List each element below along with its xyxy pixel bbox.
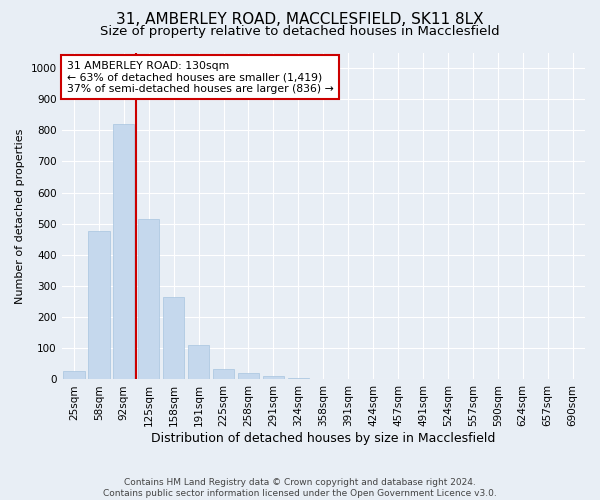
- Bar: [188, 345, 209, 380]
- Text: 31, AMBERLEY ROAD, MACCLESFIELD, SK11 8LX: 31, AMBERLEY ROAD, MACCLESFIELD, SK11 8L…: [116, 12, 484, 28]
- Text: 31 AMBERLEY ROAD: 130sqm
← 63% of detached houses are smaller (1,419)
37% of sem: 31 AMBERLEY ROAD: 130sqm ← 63% of detach…: [67, 60, 334, 94]
- Bar: [88, 230, 110, 380]
- Y-axis label: Number of detached properties: Number of detached properties: [15, 128, 25, 304]
- Bar: [138, 219, 160, 380]
- Bar: [288, 378, 309, 380]
- Text: Contains HM Land Registry data © Crown copyright and database right 2024.
Contai: Contains HM Land Registry data © Crown c…: [103, 478, 497, 498]
- X-axis label: Distribution of detached houses by size in Macclesfield: Distribution of detached houses by size …: [151, 432, 496, 445]
- Bar: [213, 368, 234, 380]
- Bar: [163, 297, 184, 380]
- Text: Size of property relative to detached houses in Macclesfield: Size of property relative to detached ho…: [100, 25, 500, 38]
- Bar: [263, 376, 284, 380]
- Bar: [113, 124, 134, 380]
- Bar: [64, 370, 85, 380]
- Bar: [238, 373, 259, 380]
